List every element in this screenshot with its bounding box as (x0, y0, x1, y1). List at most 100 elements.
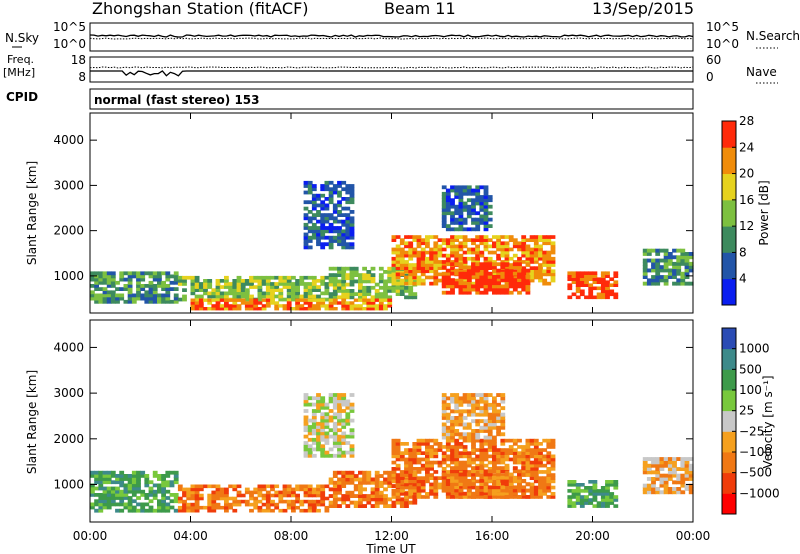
echo-cell (345, 295, 351, 300)
echo-cell (366, 470, 372, 475)
echo-cell (462, 265, 468, 270)
echo-cell (257, 279, 263, 283)
echo-cell (341, 418, 347, 423)
echo-cell (454, 454, 460, 459)
echo-cell (454, 482, 460, 486)
echo-cell (667, 460, 673, 465)
echo-cell (592, 286, 598, 291)
echo-cell (215, 496, 221, 501)
echo-cell (525, 284, 531, 289)
echo-cell (316, 203, 321, 208)
echo-cell (471, 221, 476, 225)
echo-cell (479, 269, 485, 274)
echo-cell (492, 268, 497, 273)
echo-cell (337, 470, 342, 475)
echo-cell (232, 484, 238, 489)
echo-cell (450, 235, 455, 239)
echo-cell (148, 480, 154, 485)
echo-cell (458, 253, 464, 258)
cpid-panel: CPID normal (fast stereo) 153 (6, 88, 694, 110)
echo-cell (450, 241, 455, 246)
echo-cell (450, 262, 455, 267)
echo-cell (680, 477, 686, 481)
echo-cell (646, 268, 652, 273)
echo-cell (458, 244, 464, 249)
echo-cell (659, 467, 665, 471)
echo-cell (119, 271, 125, 276)
echo-cell (471, 211, 476, 216)
echo-cell (504, 253, 510, 258)
echo-cell (542, 238, 548, 242)
echo-cell (182, 490, 187, 495)
echo-cell (320, 502, 326, 507)
echo-cell (165, 299, 171, 304)
echo-cell (320, 203, 326, 208)
echo-cell (487, 454, 493, 459)
echo-cell (311, 487, 317, 492)
echo-cell (437, 253, 443, 258)
echo-cell (219, 505, 225, 510)
echo-cell (533, 442, 539, 446)
echo-cell (588, 283, 594, 287)
echo-cell (106, 280, 112, 285)
echo-cell (579, 495, 585, 499)
echo-cell (525, 250, 531, 255)
echo-cell (102, 280, 108, 285)
echo-cell (454, 227, 460, 232)
echo-cell (374, 295, 380, 300)
echo-cell (291, 493, 296, 498)
echo-cell (307, 484, 313, 489)
echo-cell (412, 247, 418, 252)
echo-cell (399, 492, 405, 496)
echo-cell (462, 482, 468, 486)
echo-cell (588, 498, 594, 502)
echo-cell (458, 185, 464, 190)
echo-cell (399, 253, 405, 258)
echo-cell (437, 238, 443, 242)
echo-cell (454, 281, 460, 286)
echo-cell (353, 487, 359, 492)
echo-cell (533, 235, 539, 239)
echo-cell (429, 473, 434, 477)
echo-cell (462, 425, 468, 430)
echo-cell (353, 292, 359, 296)
echo-cell (483, 224, 489, 228)
echo-cell (391, 238, 397, 242)
echo-cell (307, 444, 313, 449)
echo-cell (307, 180, 313, 185)
echo-cell (198, 285, 204, 289)
echo-cell (345, 494, 351, 498)
echo-cell (659, 258, 665, 263)
echo-cell (370, 494, 376, 498)
echo-cell (106, 271, 112, 276)
echo-cell (672, 490, 677, 495)
echo-cell (370, 276, 376, 281)
echo-cell (517, 451, 522, 455)
echo-cell (286, 484, 292, 489)
echo-cell (136, 508, 141, 513)
echo-cell (332, 494, 338, 498)
echo-cell (232, 285, 238, 289)
echo-cell (274, 275, 280, 280)
echo-cell (211, 307, 217, 311)
echo-cell (161, 284, 166, 288)
echo-cell (416, 488, 422, 493)
echo-cell (391, 278, 397, 283)
x-tick-label: 12:00 (374, 529, 409, 543)
echo-cell (433, 442, 439, 446)
echo-cell (458, 290, 464, 295)
power-ylabel: Slant Range [km] (25, 161, 39, 265)
echo-cell (684, 268, 690, 273)
echo-cell (106, 505, 112, 510)
echo-cell (600, 292, 606, 297)
echo-cell (596, 504, 602, 508)
echo-cell (492, 250, 497, 255)
echo-cell (479, 479, 485, 483)
echo-cell (291, 490, 296, 495)
echo-cell (332, 444, 338, 449)
echo-cell (224, 301, 229, 305)
echo-cell (102, 470, 108, 475)
echo-cell (550, 269, 556, 274)
echo-cell (249, 307, 254, 311)
echo-cell (416, 451, 422, 455)
